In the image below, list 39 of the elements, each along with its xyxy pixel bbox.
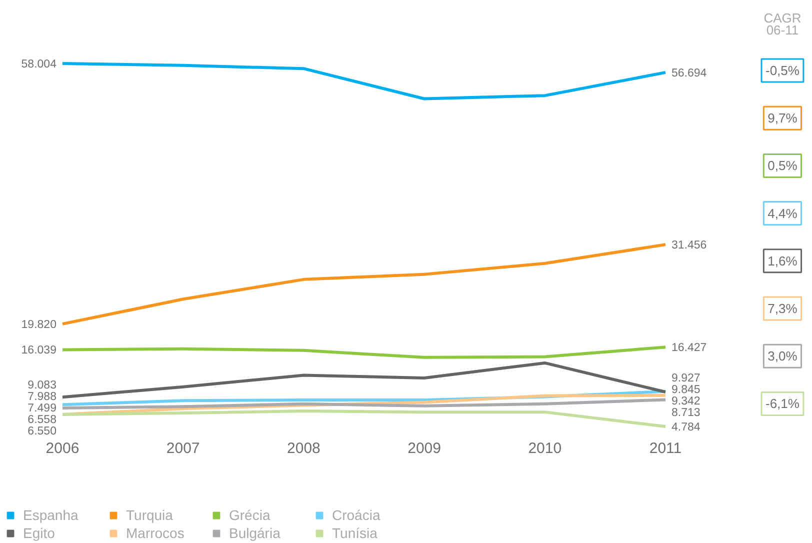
data-label: 4.784 [672, 422, 701, 434]
data-label: 6.558 [28, 414, 56, 426]
x-tick-label: 2010 [528, 440, 562, 457]
text: -6,1% [765, 396, 800, 412]
data-label: 9.845 [672, 384, 700, 396]
legend-label: Bulgária [229, 525, 282, 541]
text: 9,7% [768, 110, 798, 126]
data-label: 9.927 [672, 372, 700, 384]
data-label: 58.004 [21, 58, 58, 70]
legend-label: Croácia [332, 507, 382, 523]
text: 7,3% [768, 301, 798, 316]
legend-label: Egito [23, 525, 56, 541]
x-tick-label: 2009 [408, 440, 441, 457]
data-label: 16.427 [672, 342, 707, 354]
text: 3,0% [768, 348, 798, 364]
data-label: 9.083 [28, 380, 56, 392]
data-label: 31.456 [672, 240, 707, 252]
data-label: 8.713 [672, 406, 700, 419]
text: 4,4% [768, 206, 798, 221]
x-tick-label: 2008 [287, 440, 320, 457]
data-label: 6.550 [28, 426, 56, 438]
data-label: 56.694 [672, 67, 708, 80]
legend-label: Espanha [23, 507, 80, 523]
text: 0,5% [768, 158, 798, 174]
text: 1,6% [768, 253, 798, 268]
x-tick-label: 2011 [649, 440, 682, 457]
text: CAGR 06-11 [764, 10, 802, 38]
data-label: 16.039 [21, 344, 56, 357]
x-tick-label: 2007 [166, 440, 200, 457]
legend-label: Tunísia [332, 525, 378, 541]
legend-label: Marrocos [126, 525, 186, 541]
data-label: 19.820 [21, 318, 56, 331]
data-label: 9.342 [672, 395, 700, 408]
x-tick-label: 2006 [46, 440, 80, 457]
legend-label: Grécia [229, 507, 272, 523]
legend-label: Turquia [126, 507, 174, 523]
data-label: 7.988 [28, 391, 56, 404]
text: -0,5% [765, 63, 800, 78]
data-label: 7.499 [28, 402, 56, 415]
